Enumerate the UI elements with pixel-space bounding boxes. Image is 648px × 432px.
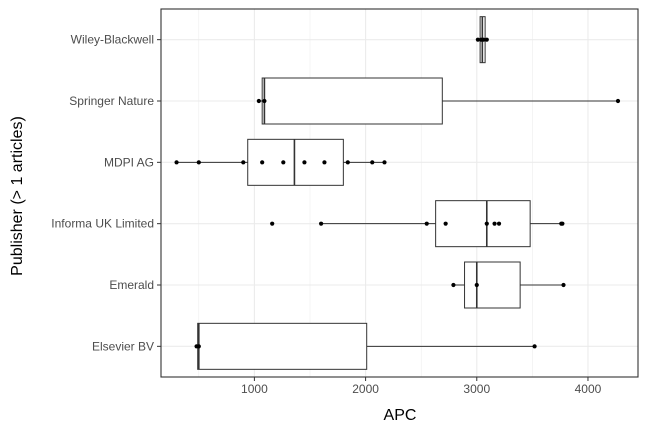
data-point [302, 160, 307, 165]
box-iqr [464, 261, 521, 309]
x-tick-label: 4000 [575, 382, 602, 396]
data-point [382, 160, 387, 165]
data-point [196, 344, 201, 349]
box-iqr [261, 77, 443, 125]
data-point [496, 221, 502, 226]
data-point [492, 221, 497, 226]
y-tick-label: Informa UK Limited [51, 217, 154, 231]
data-point [451, 282, 456, 288]
y-tick-label: Elsevier BV [92, 339, 154, 353]
data-point [532, 344, 537, 349]
plot-area: 1000 2000 3000 4000 Wiley-Blackwell Springer … [51, 8, 639, 396]
box-iqr [197, 322, 368, 370]
x-tick-label: 2000 [352, 382, 379, 396]
data-point [281, 160, 286, 165]
y-tick-label: Springer Nature [69, 94, 154, 108]
x-axis-title: APC [384, 407, 417, 424]
y-tick-label: Wiley-Blackwell [71, 33, 154, 47]
data-point [262, 98, 267, 104]
data-point [256, 98, 261, 104]
data-point [270, 221, 275, 226]
data-point [615, 98, 621, 104]
panel-border [160, 8, 639, 378]
data-point [443, 221, 448, 226]
data-point [196, 160, 201, 165]
data-point [174, 160, 179, 165]
data-point [561, 282, 566, 288]
x-tick-label: 1000 [241, 382, 268, 396]
data-point [345, 160, 350, 165]
data-point [260, 160, 265, 165]
y-tick-label: Emerald [109, 278, 154, 292]
data-point [241, 160, 246, 165]
data-point [481, 37, 486, 42]
data-point [370, 160, 375, 165]
y-axis-title: Publisher (> 1 articles) [9, 116, 26, 276]
y-tick-label: MDPI AG [104, 155, 154, 169]
data-point [475, 37, 480, 42]
x-tick-label: 3000 [463, 382, 490, 396]
data-point [424, 221, 429, 226]
data-point [484, 221, 489, 226]
data-point [560, 221, 565, 226]
data-point [474, 282, 479, 288]
data-point [319, 221, 324, 226]
box-iqr [435, 200, 531, 248]
data-point [322, 160, 327, 165]
data-point [484, 37, 489, 42]
